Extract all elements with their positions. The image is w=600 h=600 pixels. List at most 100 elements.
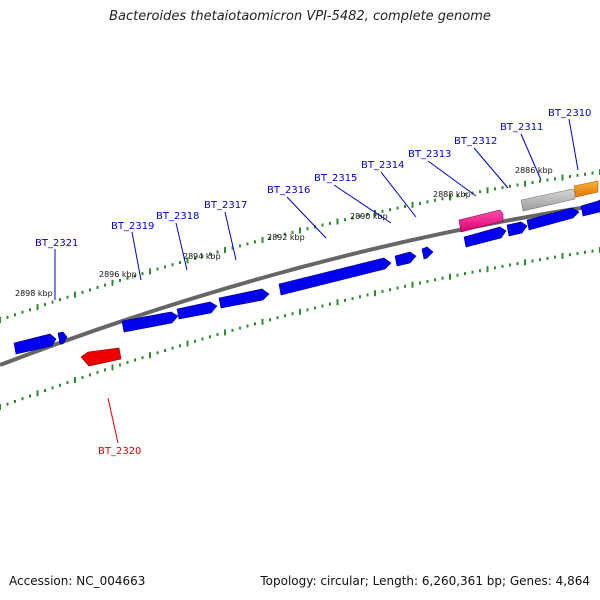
outer-tick bbox=[494, 187, 496, 191]
gene-label-bt2318[interactable]: BT_2318 bbox=[156, 211, 199, 222]
genome-stats-text: Topology: circular; Length: 6,260,361 bp… bbox=[260, 574, 590, 588]
outer-tick bbox=[81, 290, 84, 294]
outer-tick bbox=[276, 234, 279, 238]
inner-tick bbox=[149, 352, 151, 359]
gene-bt2315-arrow[interactable] bbox=[394, 251, 417, 267]
inner-tick bbox=[224, 329, 226, 336]
outer-tick bbox=[509, 184, 511, 188]
gene-label-bt2314[interactable]: BT_2314 bbox=[361, 160, 404, 171]
inner-tick bbox=[239, 326, 241, 330]
gene-label-bt2310[interactable]: BT_2310 bbox=[548, 108, 591, 119]
gene-bt2321-arrow[interactable] bbox=[13, 333, 57, 355]
outer-tick bbox=[149, 268, 151, 275]
outer-tick bbox=[441, 197, 444, 201]
inner-tick bbox=[584, 250, 586, 254]
outer-tick bbox=[141, 272, 144, 276]
gene-bt2316-arrow[interactable] bbox=[278, 257, 392, 296]
inner-tick bbox=[14, 399, 16, 403]
inner-tick bbox=[456, 273, 459, 277]
inner-tick bbox=[351, 297, 354, 300]
inner-tick bbox=[426, 279, 429, 283]
outer-tick bbox=[389, 208, 391, 212]
outer-tick bbox=[524, 180, 526, 187]
genome-backbone bbox=[0, 203, 600, 367]
outer-tick bbox=[321, 223, 324, 227]
gene-bt2321b-arrow[interactable] bbox=[57, 331, 68, 345]
gene-label-bt2320[interactable]: BT_2320 bbox=[98, 446, 141, 457]
gene-label-bt2313[interactable]: BT_2313 bbox=[408, 149, 451, 160]
leader-bt2320 bbox=[107, 397, 119, 444]
inner-tick bbox=[509, 263, 511, 267]
outer-tick bbox=[284, 232, 286, 236]
outer-tick bbox=[576, 173, 579, 177]
outer-tick bbox=[126, 276, 129, 280]
gene-label-bt2316[interactable]: BT_2316 bbox=[267, 185, 310, 196]
outer-tick bbox=[179, 261, 181, 265]
inner-tick bbox=[329, 302, 331, 306]
outer-tick bbox=[419, 201, 421, 205]
gene-label-bt2321[interactable]: BT_2321 bbox=[35, 238, 78, 249]
inner-tick bbox=[276, 316, 279, 320]
inner-tick bbox=[546, 256, 549, 260]
gene-bt2318-arrow[interactable] bbox=[176, 301, 218, 320]
inner-tick bbox=[471, 270, 474, 274]
outer-tick bbox=[539, 179, 541, 183]
outer-tick bbox=[36, 304, 39, 311]
accession-text: Accession: NC_004663 bbox=[9, 574, 146, 588]
gene-label-bt2315[interactable]: BT_2315 bbox=[314, 173, 357, 184]
outer-tick bbox=[59, 298, 61, 302]
gene-label-bt2311[interactable]: BT_2311 bbox=[500, 122, 543, 133]
inner-tick bbox=[366, 293, 369, 297]
outer-tick bbox=[299, 227, 301, 234]
outer-tick-ring bbox=[0, 169, 600, 323]
inner-tick bbox=[411, 281, 414, 288]
outer-tick bbox=[291, 230, 294, 234]
kbp-label-2890: 2890 kbp bbox=[350, 212, 388, 221]
inner-tick bbox=[464, 272, 466, 276]
outer-tick bbox=[584, 172, 586, 176]
feature-grey[interactable] bbox=[520, 188, 576, 212]
feature-magenta[interactable] bbox=[458, 209, 504, 233]
gene-bt2310-arrow[interactable] bbox=[580, 199, 600, 217]
gene-bt2311-arrow[interactable] bbox=[526, 207, 580, 231]
outer-tick bbox=[51, 300, 54, 304]
gene-bt2313-arrow[interactable] bbox=[463, 226, 507, 248]
outer-tick bbox=[591, 171, 594, 175]
outer-tick bbox=[366, 213, 369, 217]
gene-label-bt2312[interactable]: BT_2312 bbox=[454, 136, 497, 147]
inner-tick bbox=[389, 288, 391, 292]
inner-tick bbox=[126, 360, 129, 364]
feature-orange[interactable] bbox=[573, 180, 599, 198]
gene-label-bt2319[interactable]: BT_2319 bbox=[111, 221, 154, 232]
inner-tick bbox=[216, 333, 219, 337]
outer-tick bbox=[336, 218, 339, 225]
gene-bt2317-arrow[interactable] bbox=[218, 288, 270, 309]
outer-tick bbox=[96, 286, 99, 289]
inner-tick bbox=[6, 402, 9, 406]
label-leaders bbox=[54, 118, 579, 444]
inner-tick bbox=[209, 335, 211, 339]
outer-tick bbox=[486, 187, 489, 194]
gene-bt2312-arrow[interactable] bbox=[506, 221, 528, 237]
kbp-label-2898: 2898 kbp bbox=[15, 289, 53, 298]
outer-tick bbox=[554, 177, 556, 181]
gene-bt2319-arrow[interactable] bbox=[121, 311, 179, 333]
outer-tick bbox=[411, 201, 414, 208]
inner-tick bbox=[441, 276, 444, 280]
inner-tick bbox=[74, 377, 76, 383]
inner-tick bbox=[486, 266, 489, 273]
leader-bt2316 bbox=[286, 196, 327, 239]
leader-bt2311 bbox=[520, 133, 542, 181]
leader-bt2314 bbox=[380, 171, 417, 218]
inner-tick bbox=[66, 381, 69, 385]
outer-tick bbox=[156, 267, 159, 271]
gene-bt2320-arrow[interactable] bbox=[80, 347, 122, 367]
outer-tick bbox=[119, 279, 121, 282]
inner-tick bbox=[119, 363, 121, 367]
gene-label-bt2317[interactable]: BT_2317 bbox=[204, 200, 247, 211]
outer-tick bbox=[261, 237, 264, 243]
inner-tick bbox=[104, 368, 106, 372]
outer-tick bbox=[186, 257, 189, 264]
inner-tick bbox=[591, 249, 594, 253]
gene-bt2314-arrow[interactable] bbox=[421, 246, 434, 260]
